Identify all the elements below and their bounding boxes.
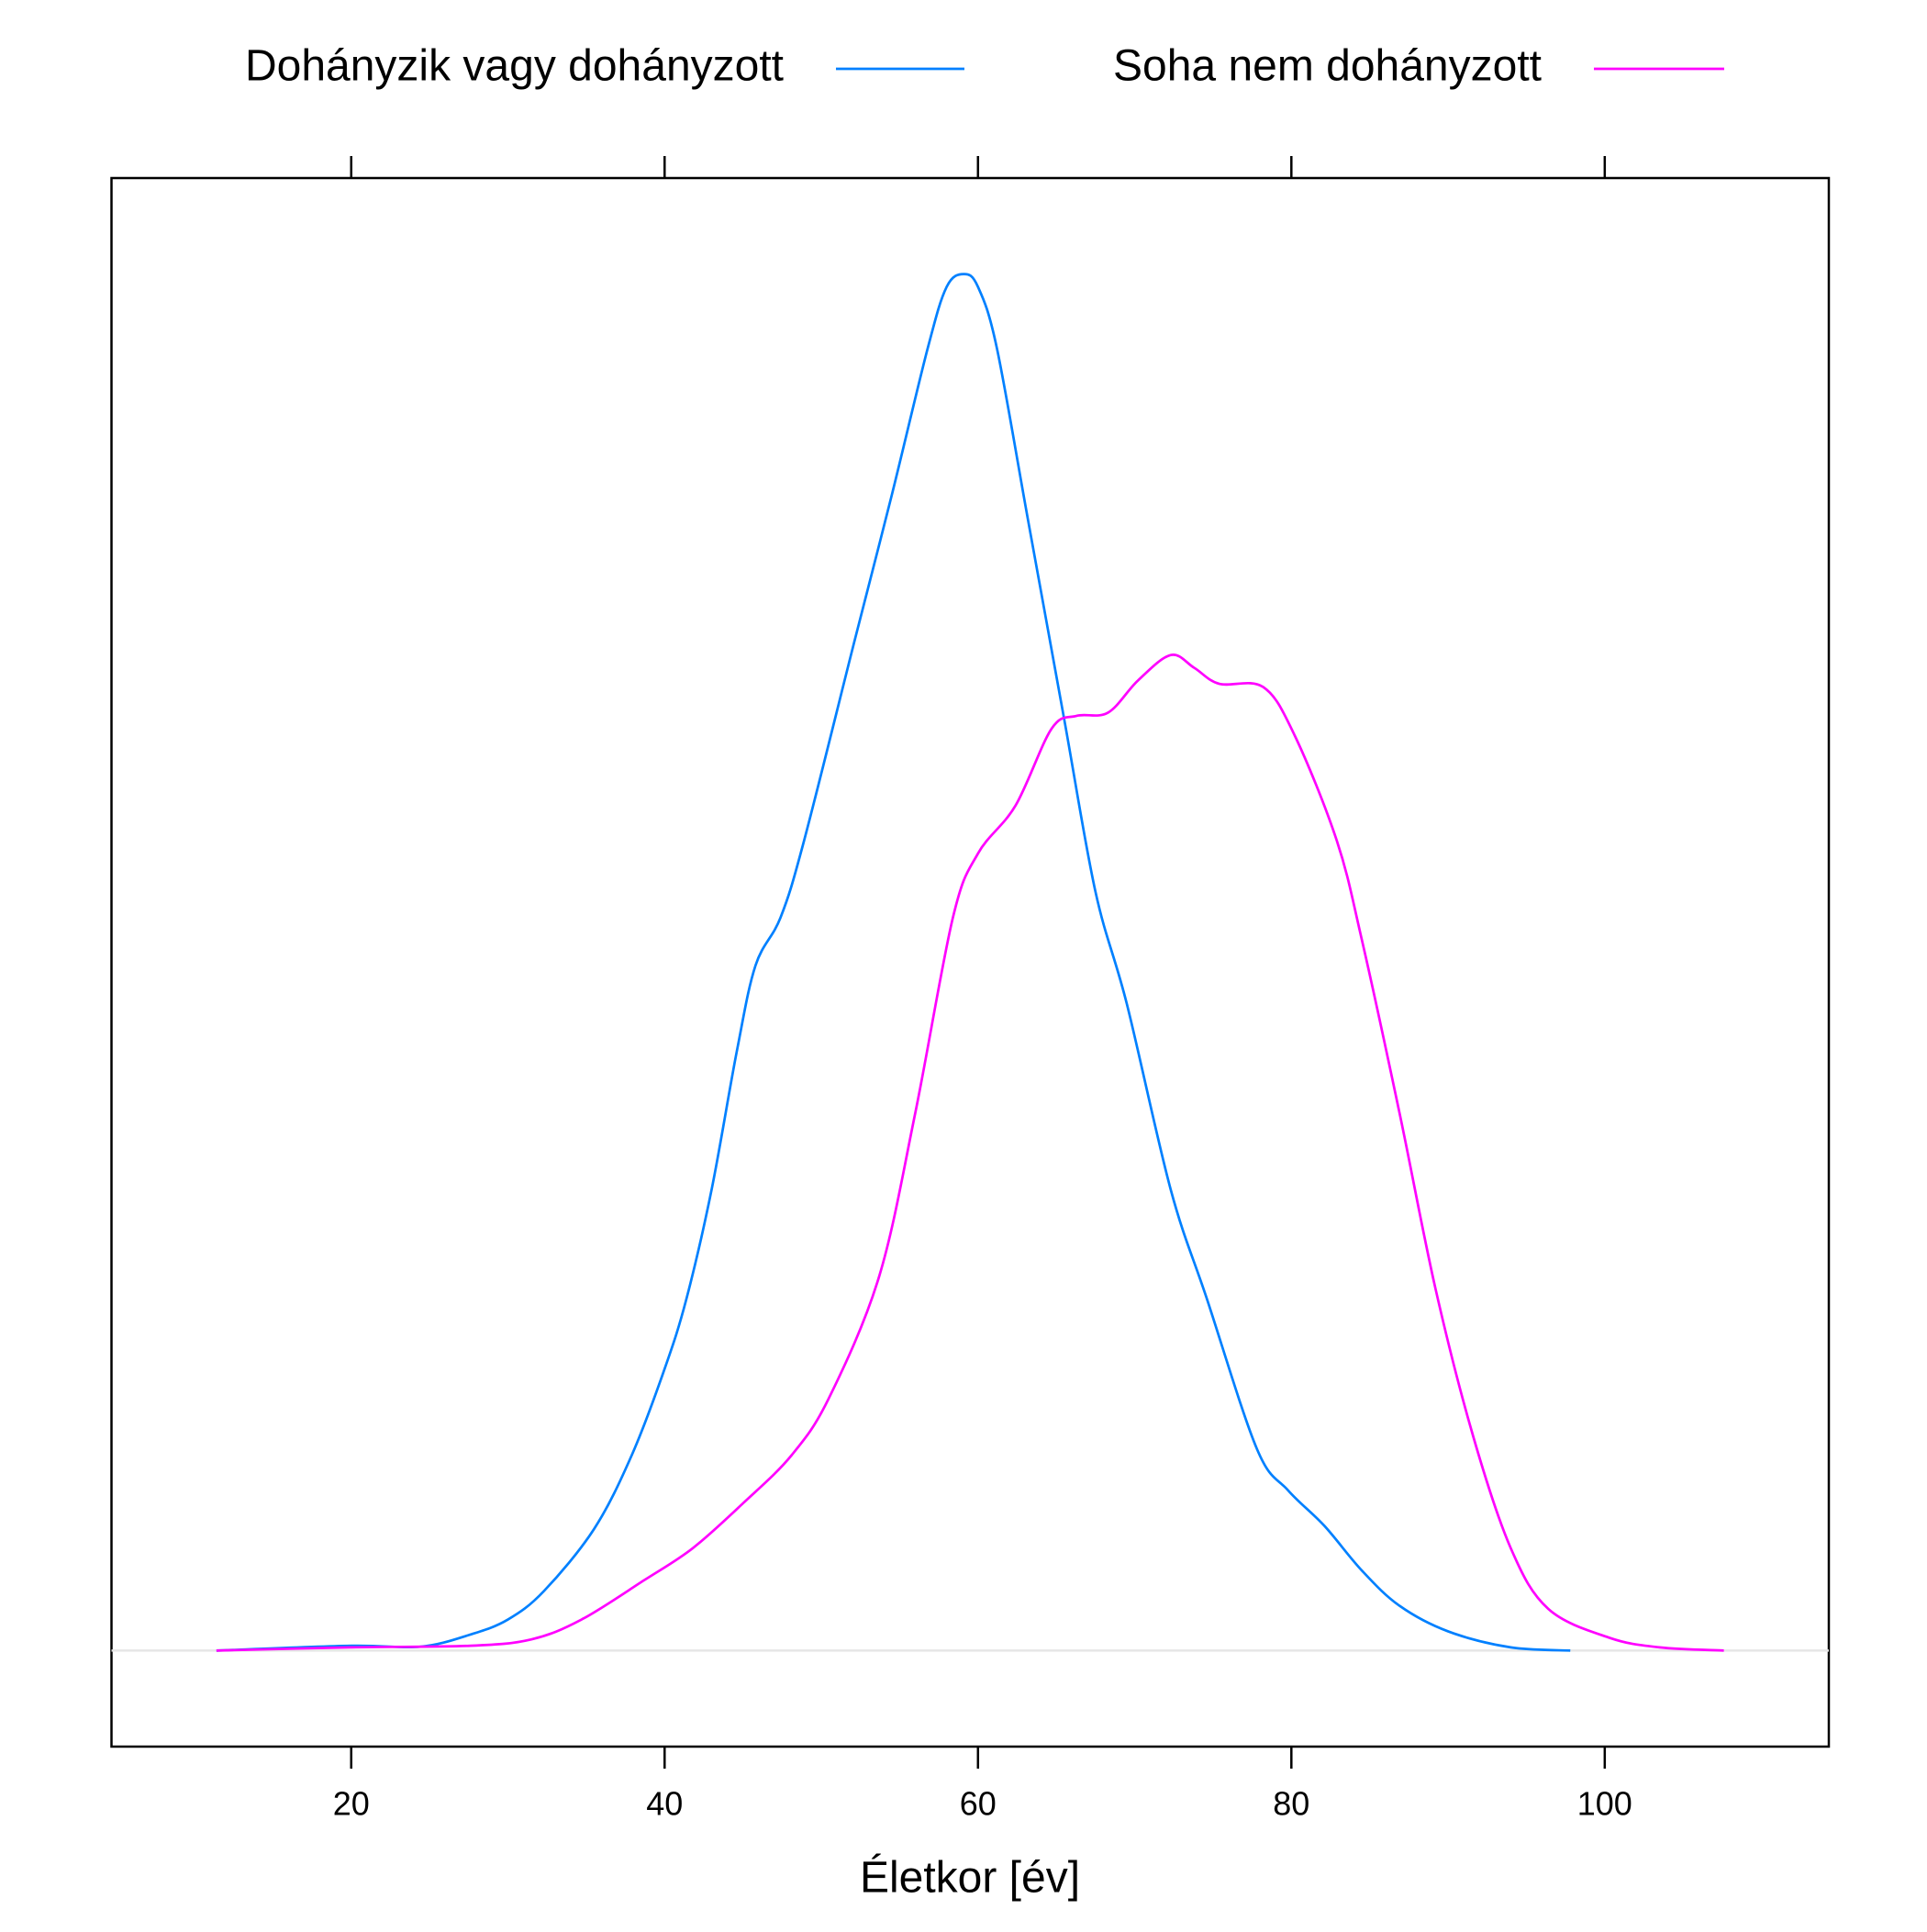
density-line <box>216 653 1724 1652</box>
x-tick-label: 60 <box>960 1785 997 1823</box>
density-line <box>216 273 1571 1652</box>
x-tick-label: 100 <box>1577 1785 1632 1823</box>
x-axis-label: Életkor [év] <box>860 1854 1080 1903</box>
x-tick-label: 40 <box>646 1785 683 1823</box>
panel-frame <box>110 176 1831 1748</box>
x-tick-label: 20 <box>333 1785 370 1823</box>
x-tick-label: 80 <box>1273 1785 1309 1823</box>
legend-label: Soha nem dohányzott <box>1113 42 1542 91</box>
legend-label: Dohányzik vagy dohányzott <box>245 42 784 91</box>
